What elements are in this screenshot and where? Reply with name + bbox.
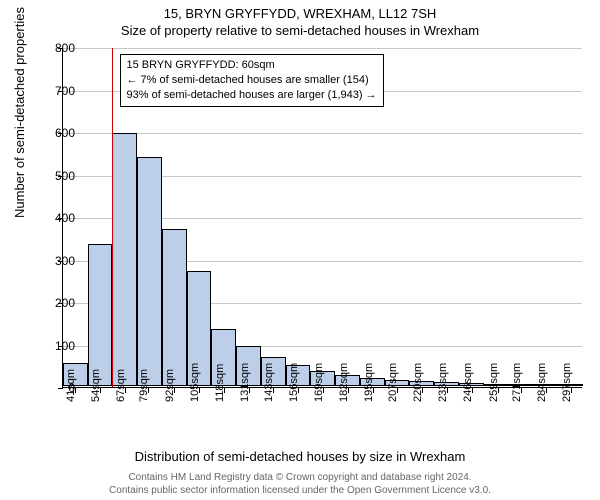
info-box: 15 BRYN GRYFFYDD: 60sqm← 7% of semi-deta… bbox=[120, 54, 384, 107]
histogram-bar bbox=[88, 244, 113, 386]
info-box-line: ← 7% of semi-detached houses are smaller… bbox=[127, 73, 377, 88]
y-tick-label: 300 bbox=[55, 254, 75, 268]
y-tick-label: 100 bbox=[55, 339, 75, 353]
property-marker-line bbox=[112, 48, 113, 387]
gridline bbox=[63, 48, 582, 49]
histogram-chart: 15 BRYN GRYFFYDD: 60sqm← 7% of semi-deta… bbox=[62, 48, 582, 388]
y-tick-label: 400 bbox=[55, 211, 75, 225]
histogram-bar bbox=[162, 229, 187, 386]
y-tick bbox=[58, 388, 63, 389]
footer: Contains HM Land Registry data © Crown c… bbox=[0, 472, 600, 497]
page-title: 15, BRYN GRYFFYDD, WREXHAM, LL12 7SH bbox=[0, 6, 600, 23]
histogram-bar bbox=[112, 133, 137, 386]
gridline bbox=[63, 133, 582, 134]
footer-line-2: Contains public sector information licen… bbox=[0, 485, 600, 498]
info-box-line: 93% of semi-detached houses are larger (… bbox=[127, 88, 377, 103]
y-tick-label: 600 bbox=[55, 126, 75, 140]
y-tick-label: 700 bbox=[55, 84, 75, 98]
y-tick-label: 200 bbox=[55, 296, 75, 310]
plot-area: 15 BRYN GRYFFYDD: 60sqm← 7% of semi-deta… bbox=[62, 48, 582, 388]
y-axis-label: Number of semi-detached properties bbox=[12, 7, 27, 218]
x-axis-label: Distribution of semi-detached houses by … bbox=[0, 449, 600, 464]
y-tick-label: 500 bbox=[55, 169, 75, 183]
page-subtitle: Size of property relative to semi-detach… bbox=[0, 23, 600, 40]
histogram-bar bbox=[137, 157, 162, 387]
y-tick-label: 800 bbox=[55, 41, 75, 55]
info-box-line: 15 BRYN GRYFFYDD: 60sqm bbox=[127, 58, 377, 73]
footer-line-1: Contains HM Land Registry data © Crown c… bbox=[0, 472, 600, 485]
